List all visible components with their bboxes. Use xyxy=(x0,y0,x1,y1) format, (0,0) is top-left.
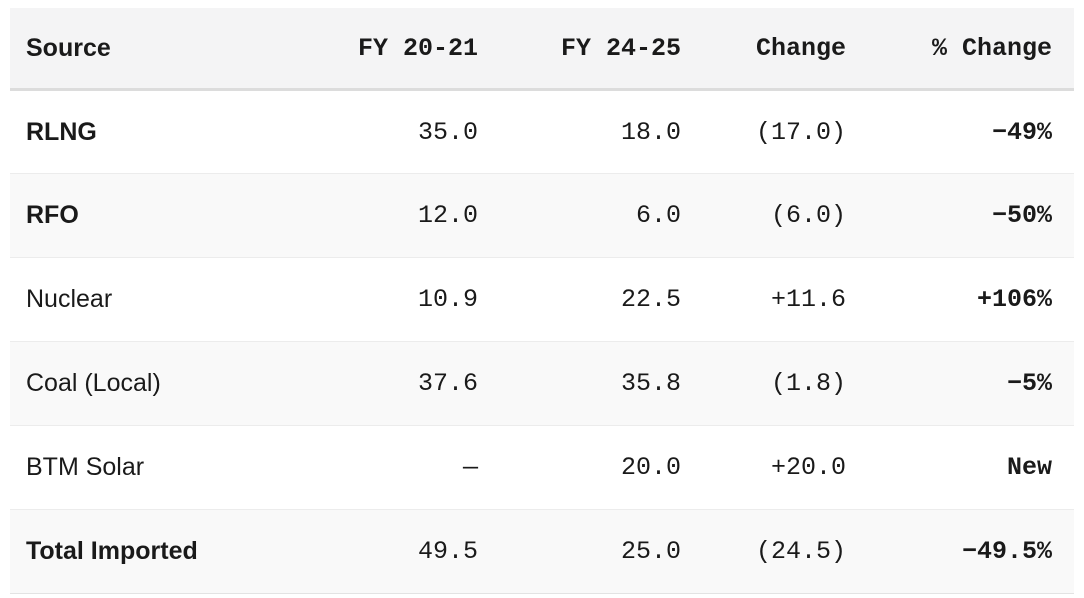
column-header-fy-20-21: FY 20-21 xyxy=(300,8,500,91)
column-header-fy-24-25: FY 24-25 xyxy=(500,8,703,91)
column-header-source: Source xyxy=(10,8,300,91)
cell-fy-24-25: 22.5 xyxy=(620,285,681,314)
cell-fy-24-25: 25.0 xyxy=(620,537,681,566)
cell-change: (24.5) xyxy=(755,537,846,566)
cell-pct-change: +106% xyxy=(976,285,1052,314)
table-row-rlng: RLNG 35.0 18.0 (17.0) −49% xyxy=(10,90,1074,174)
row-label: Coal (Local) xyxy=(26,369,161,397)
cell-fy-20-21: 12.0 xyxy=(417,201,478,230)
table-row-nuclear: Nuclear 10.9 22.5 +11.6 +106% xyxy=(10,257,1074,342)
table-row-btm-solar: BTM Solar — 20.0 +20.0 New xyxy=(10,425,1074,510)
column-header-pct-change: % Change xyxy=(868,8,1074,91)
cell-fy-24-25: 18.0 xyxy=(620,117,681,147)
row-label: Nuclear xyxy=(26,285,113,313)
cell-pct-change: −49% xyxy=(991,117,1052,147)
cell-fy-20-21: 35.0 xyxy=(417,117,478,147)
cell-change: +20.0 xyxy=(770,453,846,482)
row-label: Total Imported xyxy=(26,537,198,565)
row-label: RLNG xyxy=(26,117,97,146)
table-header-row: Source FY 20-21 FY 24-25 Change % Change xyxy=(10,8,1074,91)
cell-pct-change: New xyxy=(1006,453,1052,482)
table-row-rfo: RFO 12.0 6.0 (6.0) −50% xyxy=(10,173,1074,258)
cell-fy-24-25: 6.0 xyxy=(635,201,681,230)
row-label: BTM Solar xyxy=(26,453,145,481)
cell-pct-change: −49.5% xyxy=(961,537,1052,566)
row-label: RFO xyxy=(26,201,79,229)
table-row-total-imported: Total Imported 49.5 25.0 (24.5) −49.5% xyxy=(10,509,1074,594)
cell-fy-24-25: 35.8 xyxy=(620,369,681,398)
cell-fy-20-21: 49.5 xyxy=(417,537,478,566)
cell-pct-change: −50% xyxy=(991,201,1052,230)
energy-source-table: Source FY 20-21 FY 24-25 Change % Change… xyxy=(10,8,1074,594)
column-header-change: Change xyxy=(703,8,868,91)
cell-change: (1.8) xyxy=(770,369,846,398)
cell-change: +11.6 xyxy=(770,285,846,314)
cell-fy-20-21: 10.9 xyxy=(417,285,478,314)
cell-change: (17.0) xyxy=(755,117,846,147)
cell-fy-20-21: 37.6 xyxy=(417,369,478,398)
cell-fy-20-21: — xyxy=(462,453,478,482)
cell-change: (6.0) xyxy=(770,201,846,230)
cell-fy-24-25: 20.0 xyxy=(620,453,681,482)
table-row-coal-local: Coal (Local) 37.6 35.8 (1.8) −5% xyxy=(10,341,1074,426)
cell-pct-change: −5% xyxy=(1006,369,1052,398)
